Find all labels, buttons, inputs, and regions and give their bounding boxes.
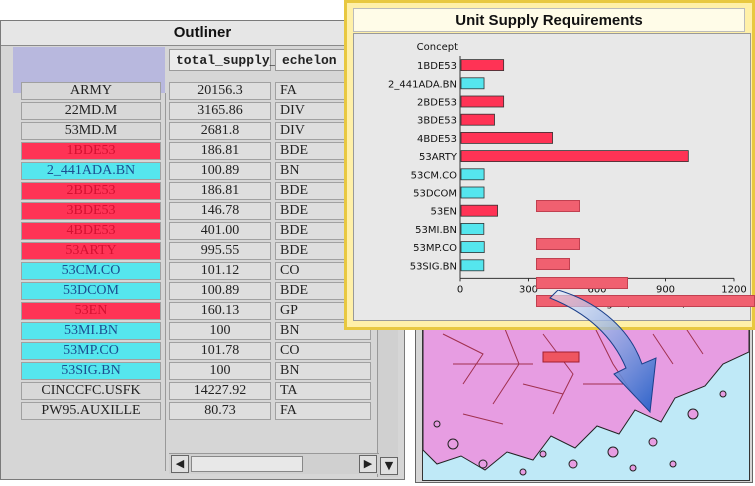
- bar-53sig-bn: [460, 259, 485, 272]
- row-echelon-cell[interactable]: BN: [275, 362, 371, 380]
- scroll-left-button[interactable]: ◀: [171, 455, 189, 473]
- row-name-cell[interactable]: CINCCFC.USFK: [21, 382, 161, 400]
- row-name-cell[interactable]: 1BDE53: [21, 142, 161, 160]
- row-name-cell[interactable]: 4BDE53: [21, 222, 161, 240]
- row-echelon-cell[interactable]: CO: [275, 342, 371, 360]
- drag-arrow-icon: [549, 290, 657, 414]
- row-supply-cell[interactable]: 101.78: [169, 342, 271, 360]
- category-label: 53MP.CO: [413, 243, 457, 254]
- chart-window: Unit Supply Requirements Concept 1BDE53 2_…: [344, 0, 755, 330]
- category-label: 53SIG.BN: [410, 261, 457, 272]
- bar-53dcom: [460, 186, 485, 199]
- ghost-bar: [536, 238, 580, 250]
- row-supply-cell[interactable]: 100: [169, 362, 271, 380]
- row-supply-cell[interactable]: 100: [169, 322, 271, 340]
- row-supply-cell[interactable]: 80.73: [169, 402, 271, 420]
- arrow-down-icon: ▼: [384, 459, 394, 472]
- row-name-cell[interactable]: 53EN: [21, 302, 161, 320]
- row-name-cell[interactable]: 2_441ADA.BN: [21, 162, 161, 180]
- category-label: 53ARTY: [419, 152, 458, 163]
- bar-2bde53: [460, 95, 505, 108]
- bar-53mi-bn: [460, 222, 485, 235]
- bar-2-441ada-bn: [460, 77, 485, 90]
- bar-4bde53: [460, 132, 553, 144]
- category-label: 4BDE53: [417, 134, 457, 145]
- row-name-cell[interactable]: 22MD.M: [21, 102, 161, 120]
- category-label: 53CM.CO: [411, 170, 457, 181]
- bar-53arty: [460, 150, 689, 162]
- horizontal-scroll-thumb[interactable]: [191, 456, 303, 472]
- row-echelon-cell[interactable]: BN: [275, 322, 371, 340]
- category-label: 2BDE53: [417, 98, 457, 109]
- row-supply-cell[interactable]: 101.12: [169, 262, 271, 280]
- category-label: 3BDE53: [417, 116, 457, 127]
- outliner-title: Outliner: [1, 21, 404, 46]
- map-image: [423, 324, 749, 476]
- bar-3bde53: [460, 113, 495, 126]
- bar-1bde53: [460, 59, 505, 72]
- arrow-right-icon: ▶: [363, 457, 373, 470]
- row-echelon-cell[interactable]: TA: [275, 382, 371, 400]
- row-supply-cell[interactable]: 146.78: [169, 202, 271, 220]
- bar-53cm-co: [460, 168, 485, 181]
- row-name-cell[interactable]: 53MI.BN: [21, 322, 161, 340]
- horizontal-scrollbar[interactable]: ◀ ▶: [169, 453, 379, 474]
- row-name-cell[interactable]: 53MD.M: [21, 122, 161, 140]
- ghost-bar: [536, 258, 570, 270]
- scroll-right-button[interactable]: ▶: [359, 455, 377, 473]
- x-tick-label: 600: [587, 284, 606, 295]
- bar-53mp-co: [460, 241, 485, 254]
- category-label: 53DCOM: [413, 189, 457, 200]
- row-supply-cell[interactable]: 160.13: [169, 302, 271, 320]
- x-tick-label: 1200: [721, 284, 746, 295]
- x-tick-label: 0: [457, 284, 463, 295]
- row-supply-cell[interactable]: 3165.86: [169, 102, 271, 120]
- scroll-down-button[interactable]: ▼: [380, 457, 398, 475]
- row-supply-cell[interactable]: 20156.3: [169, 82, 271, 100]
- row-name-cell[interactable]: 53CM.CO: [21, 262, 161, 280]
- row-name-cell[interactable]: PW95.AUXILLE: [21, 402, 161, 420]
- row-supply-cell[interactable]: 100.89: [169, 162, 271, 180]
- bar-53en: [460, 204, 498, 217]
- row-name-cell[interactable]: 53ARTY: [21, 242, 161, 260]
- category-label: 2_441ADA.BN: [388, 79, 457, 90]
- chart-title: Unit Supply Requirements: [353, 8, 745, 32]
- row-echelon-cell[interactable]: FA: [275, 402, 371, 420]
- y-axis-label: Concept: [417, 42, 458, 53]
- row-supply-cell[interactable]: 100.89: [169, 282, 271, 300]
- ghost-bar: [536, 277, 628, 289]
- row-name-cell[interactable]: 53SIG.BN: [21, 362, 161, 380]
- row-supply-cell[interactable]: 14227.92: [169, 382, 271, 400]
- row-name-cell[interactable]: 53DCOM: [21, 282, 161, 300]
- row-name-cell[interactable]: ARMY: [21, 82, 161, 100]
- x-tick-label: 900: [656, 284, 675, 295]
- category-label: 1BDE53: [417, 61, 457, 72]
- category-label: 53MI.BN: [415, 225, 457, 236]
- row-supply-cell[interactable]: 995.55: [169, 242, 271, 260]
- row-supply-cell[interactable]: 186.81: [169, 182, 271, 200]
- column-header-total-supply[interactable]: total_supply_: [169, 49, 277, 71]
- row-supply-cell[interactable]: 401.00: [169, 222, 271, 240]
- map-window: [415, 318, 753, 483]
- row-name-cell[interactable]: 53MP.CO: [21, 342, 161, 360]
- arrow-left-icon: ◀: [175, 457, 185, 470]
- ghost-bar: [536, 200, 580, 212]
- row-supply-cell[interactable]: 2681.8: [169, 122, 271, 140]
- x-tick-label: 300: [519, 284, 538, 295]
- row-supply-cell[interactable]: 186.81: [169, 142, 271, 160]
- row-name-cell[interactable]: 3BDE53: [21, 202, 161, 220]
- row-name-cell[interactable]: 2BDE53: [21, 182, 161, 200]
- category-label: 53EN: [430, 207, 457, 218]
